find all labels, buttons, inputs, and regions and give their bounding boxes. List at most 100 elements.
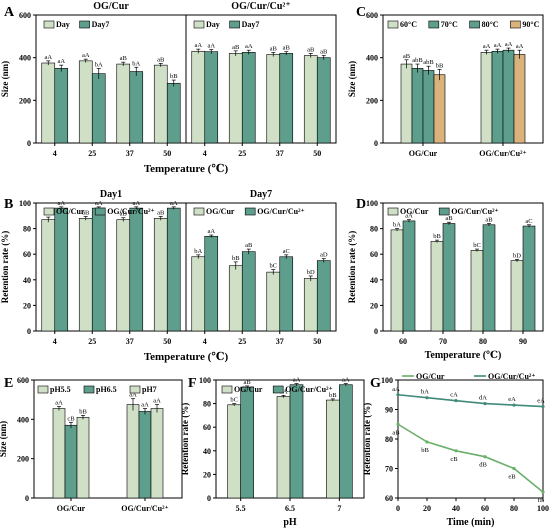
G-point [483,455,487,459]
y-tick-label: 40 [370,276,378,285]
G-point [454,399,458,403]
y-tick-label: 100 [366,199,378,208]
A-bar [228,53,243,144]
B-sig-label: aC [283,248,290,255]
G-point [483,402,487,406]
C-legend-label: 70°C [441,20,458,29]
y-tick-label: 60 [203,423,211,432]
A-bar [129,71,144,144]
B-bar [54,207,69,332]
panel-label: D [356,197,366,212]
G-sig-label: eA [537,398,545,405]
A-bar [191,50,206,144]
B-bar [316,260,331,332]
B-sig-label: aA [132,200,140,207]
A-x-tick-label: 50 [163,149,171,158]
D-sig-label: aA [405,213,413,220]
y-tick-label: 400 [366,54,378,63]
y-tick-label: 0 [207,494,211,503]
y-tick-label: 0 [27,139,31,148]
G-x-tick-label: 100 [537,504,549,513]
C-bar [422,70,435,144]
D-sig-label: aB [445,215,453,222]
C-legend-swatch [428,20,440,29]
G-sig-label: eB [508,474,516,481]
F-legend-label: OG/Cur [234,385,263,394]
y-tick-label: 0 [374,327,378,336]
C-sig-label: aA [505,41,513,48]
B-sig-label: aA [95,200,103,207]
D-x-tick-label: 70 [439,337,447,346]
G-point [512,466,516,471]
D-bar [482,224,496,332]
panel-label: A [4,5,15,20]
G-legend-label: OG/Cur/Cu²⁺ [488,372,536,381]
B-bar [241,251,256,332]
G-sig-label: aB [392,429,400,436]
A-sig-label: aA [194,42,202,49]
A-bar [41,62,56,144]
A-bar [78,60,93,144]
A-sig-label: aA [57,58,65,65]
E-sig-label: aA [141,402,149,409]
A-x-axis-title: Temperature (℃) [144,163,229,175]
G-sig-label: cB [450,456,458,463]
D-x-tick-label: 80 [479,337,487,346]
C-sig-label: aA [516,43,524,50]
A-bar [54,68,69,144]
D-x-axis-title: Temperature (℃) [425,350,502,361]
E-sig-label: aA [153,398,161,405]
E-legend-swatch [129,385,141,394]
D-legend-swatch [387,207,399,216]
F-bar [289,384,304,499]
C-x-tick-label: OG/Cur [409,149,438,158]
y-tick-label: 100 [381,376,393,385]
G-sig-label: dA [479,395,487,402]
D-legend-label: OG/Cur/Cu²⁺ [451,207,499,216]
B-group-title: Day7 [250,189,272,200]
C-bar [513,54,526,144]
y-tick-label: 60 [23,250,31,259]
y-tick-label: 90 [385,406,393,415]
y-tick-label: 0 [27,327,31,336]
F-sig-label: bA [280,388,288,395]
G-legend-label: OG/Cur [416,372,445,381]
B-bar [91,207,106,332]
G-point [396,393,400,397]
G-x-tick-label: 20 [423,504,431,513]
A-sig-label: aB [232,44,240,51]
y-tick-label: 20 [203,470,211,479]
F-x-axis-title: pH [283,517,297,528]
C-legend-label: 60°C [400,20,417,29]
F-bar [339,384,353,499]
D-sig-label: aB [485,216,493,223]
G-sig-label: eA [508,396,516,403]
B-sig-label: aB [82,209,90,216]
B-x-tick-label: 25 [88,337,96,346]
C-bar [502,49,515,144]
B-sig-label: aD [320,252,328,259]
y-tick-label: 200 [366,96,378,105]
panel-label: B [4,197,13,212]
B-y-axis-title: Retention rate (%) [0,231,10,303]
G-point [541,490,545,494]
E-legend-swatch [37,385,49,394]
B-legend-label: OG/Cur/Cu²⁺ [257,207,305,216]
y-tick-label: 600 [17,376,29,385]
C-sig-label: abB [423,59,434,66]
y-tick-label: 80 [203,400,211,409]
A-x-tick-label: 25 [238,149,246,158]
A-sig-label: aA [82,52,90,59]
E-sig-label: aA [129,392,137,399]
B-bar [153,218,168,332]
B-sig-label: aB [120,211,128,218]
G-sig-label: cA [450,392,458,399]
E-sig-label: bB [79,408,87,415]
A-x-tick-label: 25 [88,149,96,158]
D-bar [390,229,404,332]
y-tick-label: 20 [23,301,31,310]
C-sig-label: bB [436,62,444,69]
C-sig-label: abB [412,57,423,64]
F-legend-label: OG/Cur/Cu²⁺ [285,385,333,394]
B-bar [204,235,219,332]
